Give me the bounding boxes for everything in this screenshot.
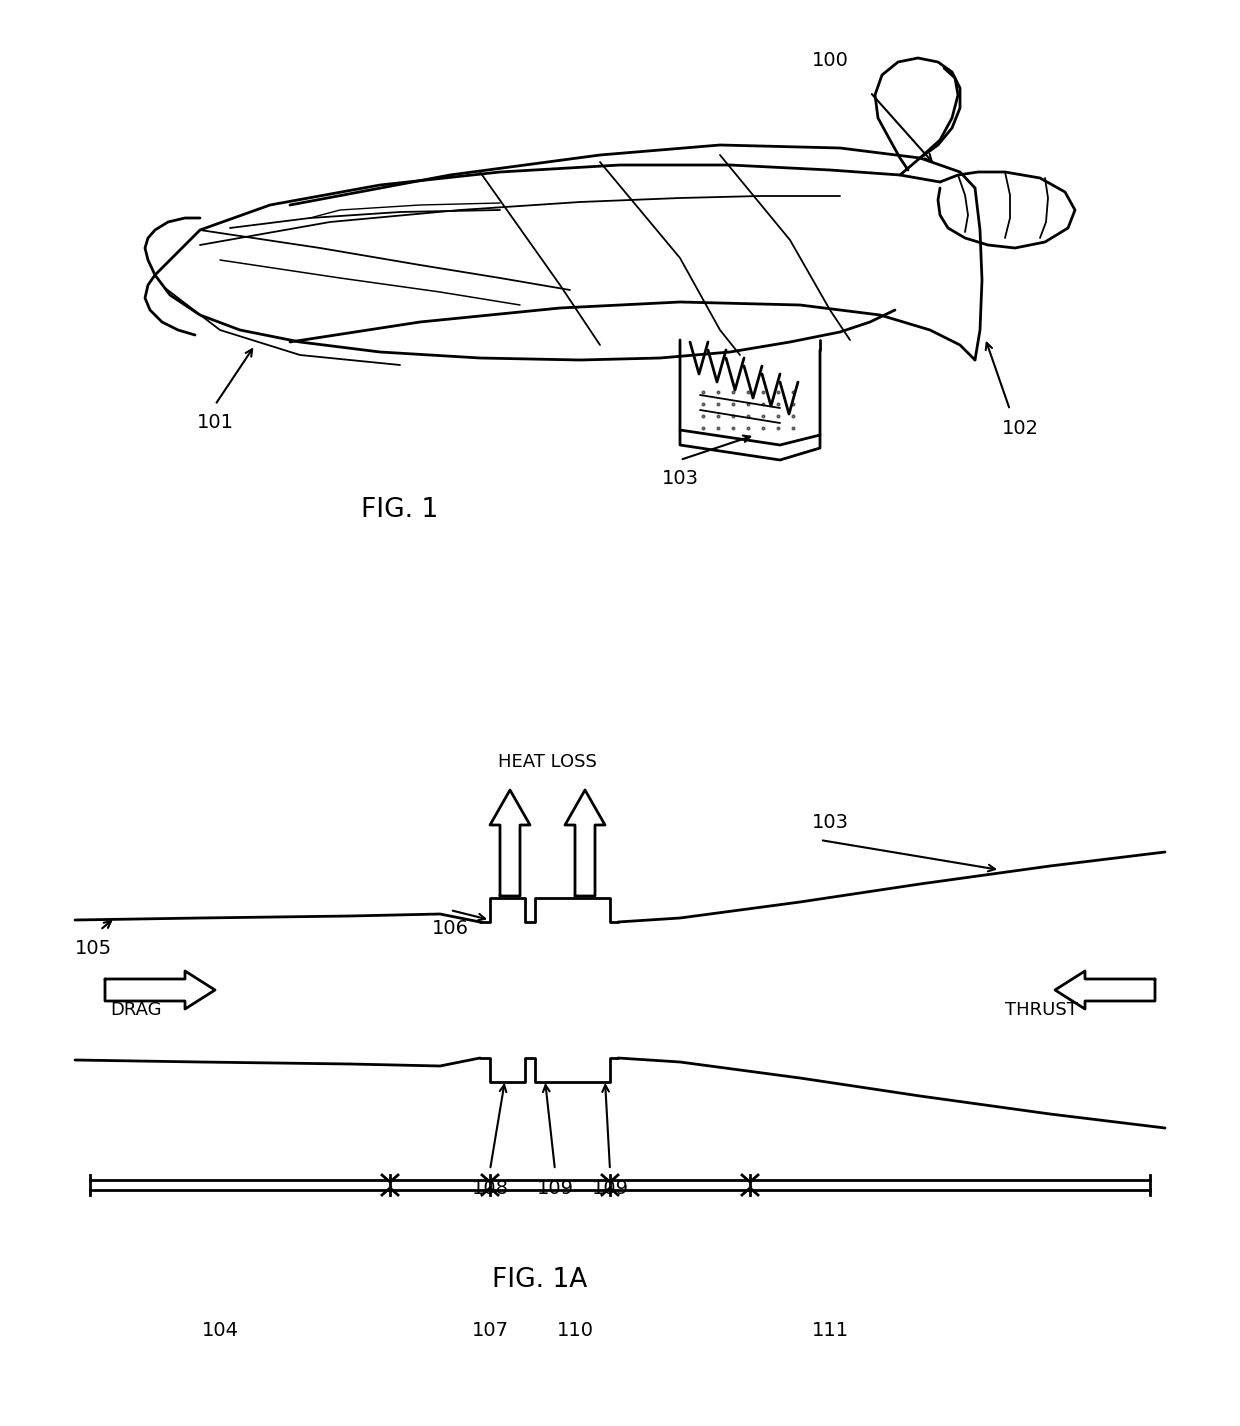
Text: 108: 108 xyxy=(471,1178,508,1198)
Text: 101: 101 xyxy=(196,414,233,432)
Text: DRAG: DRAG xyxy=(110,1001,161,1020)
Text: 105: 105 xyxy=(74,938,112,957)
Text: 106: 106 xyxy=(432,918,469,937)
Text: 109: 109 xyxy=(591,1178,629,1198)
Text: FIG. 1A: FIG. 1A xyxy=(492,1266,588,1293)
Text: HEAT LOSS: HEAT LOSS xyxy=(497,753,596,771)
Text: 109: 109 xyxy=(537,1178,573,1198)
Text: THRUST: THRUST xyxy=(1004,1001,1078,1020)
Text: 103: 103 xyxy=(661,469,698,488)
Text: 103: 103 xyxy=(811,813,848,831)
Text: 104: 104 xyxy=(201,1320,238,1339)
Polygon shape xyxy=(565,790,605,896)
Polygon shape xyxy=(1055,971,1154,1010)
Polygon shape xyxy=(490,790,529,896)
Polygon shape xyxy=(105,971,215,1010)
Text: 111: 111 xyxy=(811,1320,848,1339)
Text: 102: 102 xyxy=(1002,418,1039,438)
Text: 110: 110 xyxy=(557,1320,594,1339)
Text: 107: 107 xyxy=(471,1320,508,1339)
Text: 100: 100 xyxy=(811,50,848,70)
Text: FIG. 1: FIG. 1 xyxy=(361,498,439,523)
